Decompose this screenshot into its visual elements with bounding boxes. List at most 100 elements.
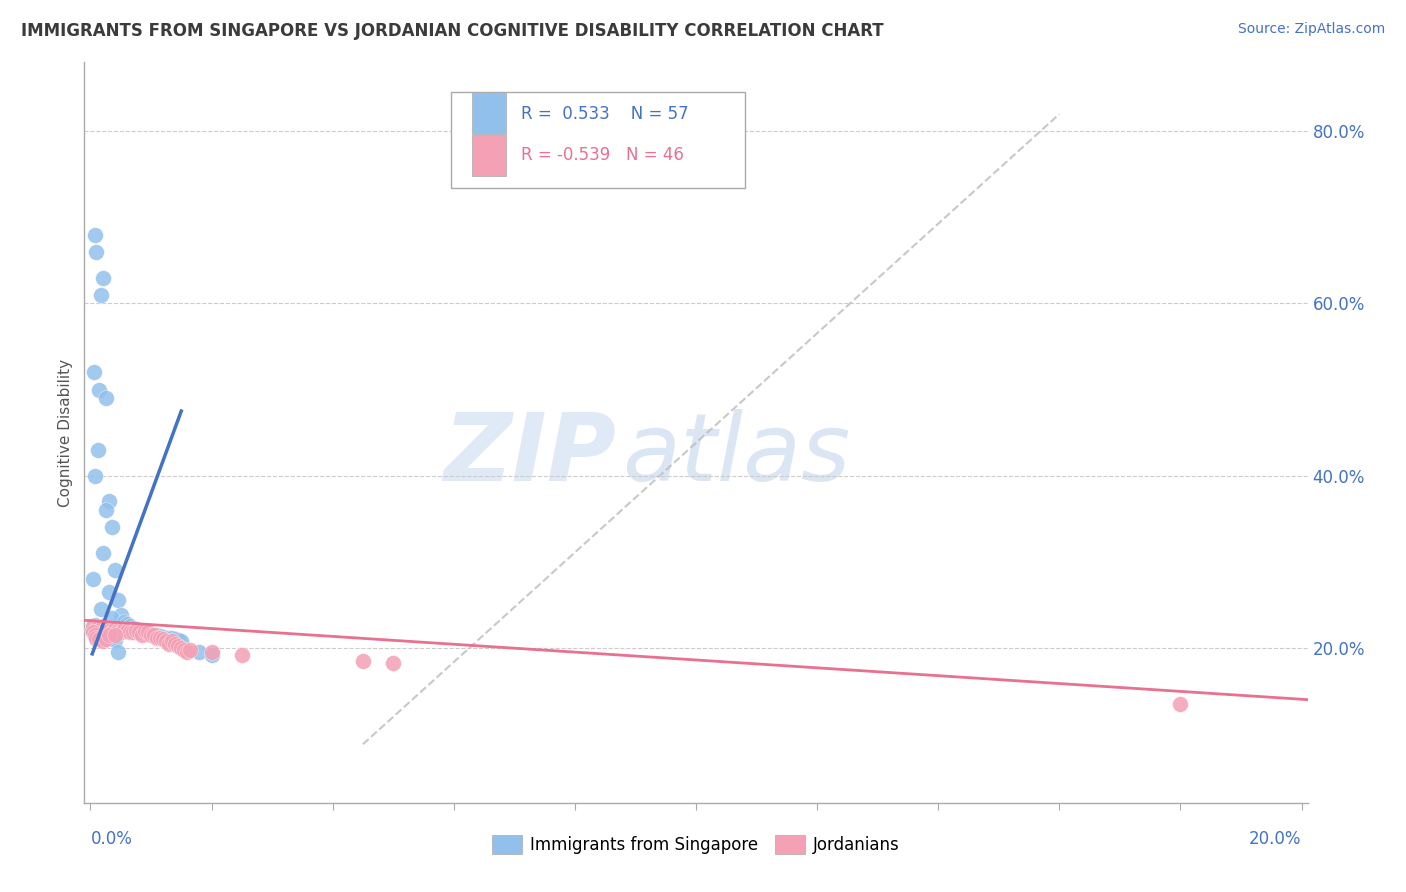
Point — [86, 625, 108, 640]
Point — [352, 654, 374, 668]
Point — [149, 629, 172, 643]
Point — [231, 648, 253, 662]
Point — [94, 503, 117, 517]
Point — [83, 619, 105, 633]
Text: atlas: atlas — [623, 409, 851, 500]
Point — [112, 615, 135, 629]
Point — [82, 572, 104, 586]
Point — [170, 634, 193, 648]
Point — [125, 622, 148, 636]
Point — [176, 645, 198, 659]
Point — [100, 610, 122, 624]
Point — [1170, 697, 1192, 711]
Point — [89, 632, 111, 647]
Point — [86, 632, 108, 647]
Point — [118, 619, 141, 633]
Point — [121, 621, 143, 635]
Point — [165, 636, 187, 650]
Point — [97, 494, 120, 508]
Point — [84, 628, 107, 642]
Point — [107, 593, 129, 607]
Point — [173, 642, 195, 657]
Point — [157, 636, 180, 650]
Point — [91, 546, 114, 560]
Bar — [472, 94, 506, 134]
Point — [97, 624, 120, 638]
Point — [149, 631, 172, 645]
Point — [89, 383, 111, 397]
Point — [83, 365, 105, 379]
Y-axis label: Cognitive Disability: Cognitive Disability — [58, 359, 73, 507]
Point — [84, 628, 107, 642]
Point — [131, 628, 153, 642]
Point — [131, 624, 153, 639]
Point — [179, 642, 201, 657]
Point — [107, 624, 129, 638]
Point — [152, 630, 174, 644]
Point — [170, 640, 193, 655]
Point — [94, 622, 117, 636]
Point — [86, 631, 108, 645]
Point — [89, 626, 111, 640]
Text: 20.0%: 20.0% — [1249, 830, 1302, 848]
Point — [94, 391, 117, 405]
Point — [121, 625, 143, 640]
Point — [125, 624, 148, 638]
Point — [134, 625, 156, 640]
Point — [146, 631, 169, 645]
Point — [91, 270, 114, 285]
Point — [97, 585, 120, 599]
Point — [157, 631, 180, 645]
Point — [97, 630, 120, 644]
Point — [115, 616, 138, 631]
Point — [139, 628, 162, 642]
Point — [84, 227, 107, 242]
Point — [90, 602, 112, 616]
Point — [100, 632, 122, 646]
Point — [104, 622, 127, 636]
Point — [104, 628, 127, 642]
Text: ZIP: ZIP — [443, 409, 616, 500]
Point — [91, 619, 114, 633]
Point — [128, 625, 150, 640]
Point — [128, 624, 150, 638]
Point — [146, 628, 169, 642]
Point — [86, 622, 108, 636]
Point — [155, 634, 177, 648]
Point — [382, 657, 405, 671]
Point — [167, 639, 190, 653]
Point — [200, 645, 222, 659]
Point — [160, 634, 183, 648]
Point — [82, 619, 104, 633]
Point — [188, 645, 211, 659]
Point — [110, 608, 132, 623]
Point — [84, 468, 107, 483]
Bar — [472, 135, 506, 176]
Point — [112, 622, 135, 636]
Point — [136, 626, 159, 640]
Point — [86, 442, 108, 457]
Point — [118, 625, 141, 640]
Point — [115, 624, 138, 638]
Point — [143, 628, 166, 642]
Point — [110, 625, 132, 640]
Point — [107, 645, 129, 659]
Point — [104, 633, 127, 648]
FancyBboxPatch shape — [451, 92, 745, 188]
Text: 0.0%: 0.0% — [90, 830, 132, 848]
Legend: Immigrants from Singapore, Jordanians: Immigrants from Singapore, Jordanians — [485, 829, 907, 861]
Text: R = -0.539   N = 46: R = -0.539 N = 46 — [522, 146, 683, 164]
Point — [94, 629, 117, 643]
Text: R =  0.533    N = 57: R = 0.533 N = 57 — [522, 104, 689, 122]
Point — [100, 625, 122, 640]
Point — [89, 622, 111, 636]
Point — [143, 628, 166, 642]
Point — [91, 634, 114, 648]
Point — [160, 632, 183, 646]
Point — [84, 618, 107, 632]
Text: IMMIGRANTS FROM SINGAPORE VS JORDANIAN COGNITIVE DISABILITY CORRELATION CHART: IMMIGRANTS FROM SINGAPORE VS JORDANIAN C… — [21, 22, 884, 40]
Point — [167, 633, 190, 648]
Point — [82, 623, 104, 637]
Point — [82, 625, 104, 640]
Point — [94, 632, 117, 647]
